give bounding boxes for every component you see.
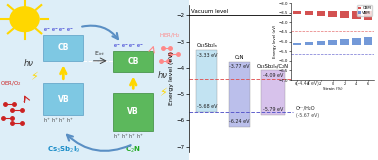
Bar [364, 37, 372, 45]
Text: hν: hν [158, 71, 167, 80]
Text: CB: CB [57, 44, 69, 52]
Bar [328, 40, 337, 45]
Text: e$^-$: e$^-$ [51, 27, 59, 34]
Bar [43, 83, 83, 115]
Bar [317, 11, 325, 16]
Text: e$^-$: e$^-$ [66, 27, 74, 34]
Text: ⚡: ⚡ [159, 88, 166, 98]
Text: h$^+$: h$^+$ [51, 116, 59, 125]
Bar [328, 11, 337, 17]
Text: -3.33 eV: -3.33 eV [197, 53, 217, 58]
Text: C₂N: C₂N [234, 55, 244, 60]
Bar [352, 11, 361, 19]
Text: CB: CB [127, 57, 139, 66]
Text: -5.68 eV: -5.68 eV [197, 104, 217, 109]
Text: h$^+$: h$^+$ [121, 132, 129, 141]
Text: H⁺/H₂O: H⁺/H₂O [296, 73, 313, 78]
Legend: CBM, VBM: CBM, VBM [357, 5, 372, 16]
Text: hν: hν [23, 60, 33, 68]
Text: h$^+$: h$^+$ [136, 132, 144, 141]
Text: Cs$_3$Sb$_2$I$_9$: Cs$_3$Sb$_2$I$_9$ [46, 145, 80, 155]
Text: e$^-$: e$^-$ [43, 27, 51, 34]
Text: -6.24 eV: -6.24 eV [229, 119, 249, 124]
Bar [196, 50, 217, 112]
Y-axis label: Energy level (eV): Energy level (eV) [169, 52, 174, 105]
Circle shape [11, 7, 39, 31]
X-axis label: Strain (%): Strain (%) [323, 88, 342, 92]
Bar [340, 11, 349, 18]
Text: C$_2$N: C$_2$N [125, 145, 141, 155]
Bar [293, 43, 301, 45]
Bar [305, 42, 313, 45]
Bar [305, 11, 313, 15]
Text: h$^+$: h$^+$ [43, 116, 51, 125]
Text: O²⁻/H₂O: O²⁻/H₂O [296, 106, 316, 111]
Bar [113, 93, 153, 131]
Bar [113, 51, 153, 72]
Text: VB: VB [57, 95, 69, 104]
Text: e$^-$: e$^-$ [136, 43, 144, 50]
Bar [364, 11, 372, 20]
Text: E$_{int}$: E$_{int}$ [94, 49, 106, 58]
Bar [352, 38, 361, 45]
Text: OER/O$_2$: OER/O$_2$ [0, 79, 22, 88]
Text: -4.09 eV: -4.09 eV [263, 73, 284, 78]
Y-axis label: Energy level (eV): Energy level (eV) [273, 25, 277, 58]
Text: e$^-$: e$^-$ [58, 27, 67, 34]
Text: VB: VB [127, 108, 139, 116]
Text: h$^+$: h$^+$ [58, 116, 67, 125]
Text: HER/H$_2$: HER/H$_2$ [160, 31, 181, 40]
Bar [43, 35, 83, 61]
Text: h$^+$: h$^+$ [66, 116, 74, 125]
Text: (-4.44 eV): (-4.44 eV) [296, 80, 319, 85]
Text: e$^-$: e$^-$ [121, 43, 129, 50]
Bar [293, 11, 301, 14]
Bar [229, 62, 250, 127]
Text: e$^-$: e$^-$ [128, 43, 136, 50]
Bar [261, 70, 285, 115]
FancyBboxPatch shape [0, 0, 189, 160]
Text: Cs₃Sb₂Iₙ/C₂N: Cs₃Sb₂Iₙ/C₂N [257, 63, 289, 68]
Bar [317, 41, 325, 45]
Text: -5.79 eV: -5.79 eV [263, 107, 284, 112]
Text: h$^+$: h$^+$ [128, 132, 136, 141]
Text: (-5.67 eV): (-5.67 eV) [296, 113, 319, 118]
Bar [340, 39, 349, 45]
Text: Vacuum level: Vacuum level [191, 9, 228, 14]
Text: h$^+$: h$^+$ [113, 132, 121, 141]
Text: ⚡: ⚡ [30, 72, 38, 82]
Text: Cs₃Sb₂Iₙ: Cs₃Sb₂Iₙ [197, 43, 217, 48]
Text: e$^-$: e$^-$ [113, 43, 121, 50]
Text: -3.77 eV: -3.77 eV [229, 64, 249, 69]
